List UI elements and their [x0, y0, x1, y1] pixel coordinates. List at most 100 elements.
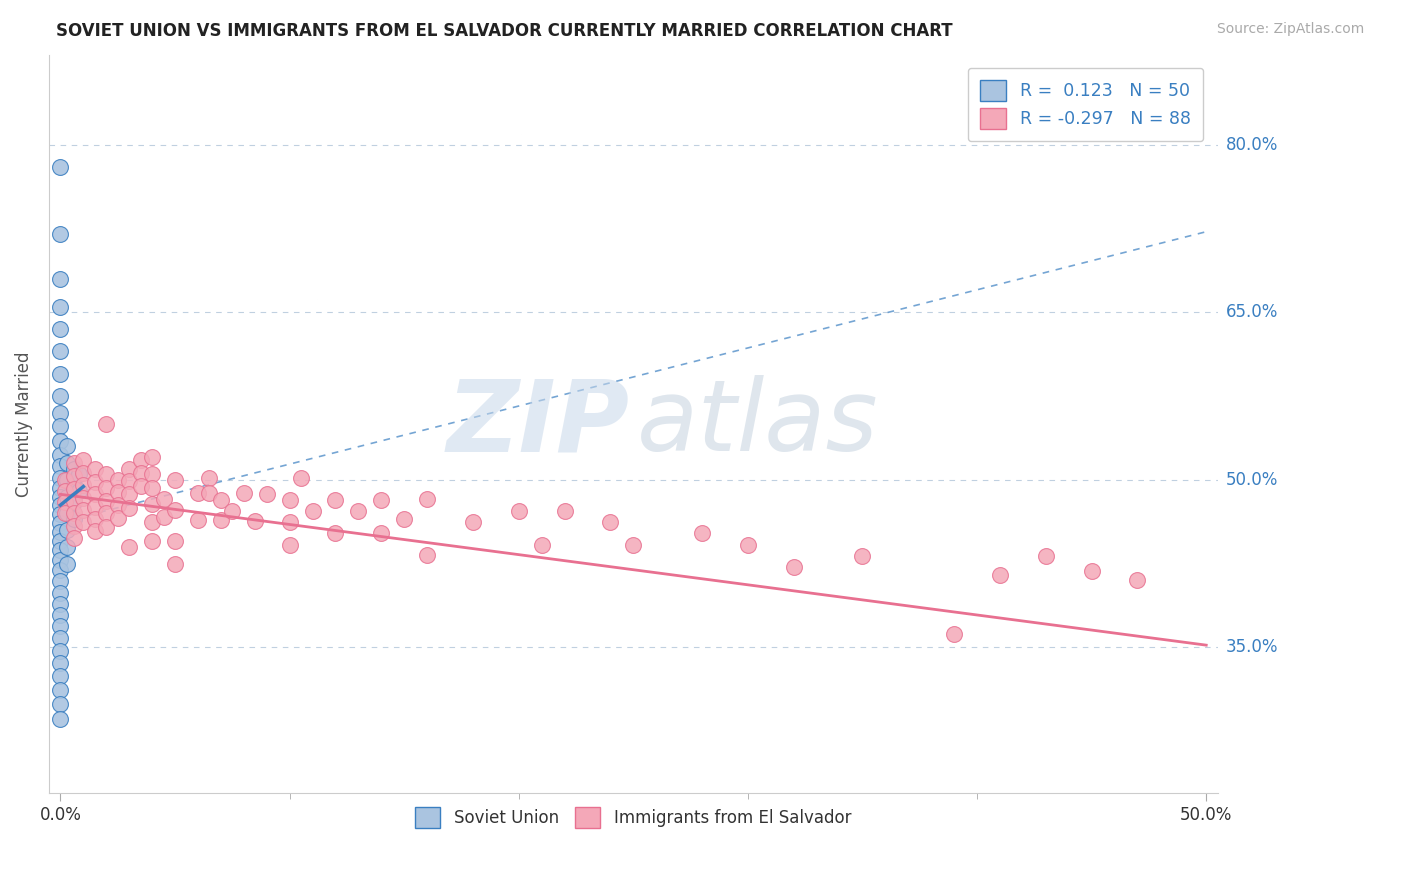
Point: [49, 682, 72, 697]
Point: [63, 469, 86, 483]
Point: [49, 632, 72, 646]
Legend: Soviet Union, Immigrants from El Salvador: Soviet Union, Immigrants from El Salvado…: [406, 799, 859, 836]
Point: [141, 467, 163, 482]
Point: [118, 540, 141, 554]
Point: [56, 490, 79, 504]
Point: [152, 509, 174, 524]
Point: [141, 450, 163, 465]
Point: [72, 515, 94, 529]
Text: SOVIET UNION VS IMMIGRANTS FROM EL SALVADOR CURRENTLY MARRIED CORRELATION CHART: SOVIET UNION VS IMMIGRANTS FROM EL SALVA…: [56, 22, 953, 40]
Point: [72, 452, 94, 467]
Point: [63, 531, 86, 545]
Point: [63, 482, 86, 496]
Point: [63, 456, 86, 470]
Point: [141, 515, 163, 529]
Point: [63, 461, 86, 475]
Point: [96, 467, 118, 482]
Point: [508, 504, 530, 518]
Point: [599, 515, 621, 529]
Point: [1126, 574, 1149, 588]
Point: [198, 486, 221, 500]
Point: [96, 506, 118, 520]
Point: [278, 492, 301, 507]
Point: [72, 466, 94, 480]
Point: [290, 470, 312, 484]
Point: [83, 512, 105, 526]
Point: [49, 534, 72, 549]
Point: [187, 513, 209, 527]
Point: [163, 503, 186, 517]
Point: [129, 466, 152, 480]
Point: [96, 481, 118, 495]
Point: [53, 483, 76, 498]
Point: [278, 515, 301, 529]
Point: [49, 322, 72, 336]
Point: [49, 516, 72, 531]
Point: [67, 483, 90, 498]
Point: [56, 540, 79, 554]
Point: [49, 543, 72, 558]
Point: [83, 524, 105, 538]
Point: [53, 473, 76, 487]
Point: [49, 508, 72, 522]
Point: [49, 448, 72, 462]
Point: [256, 487, 278, 501]
Point: [49, 525, 72, 540]
Point: [198, 470, 221, 484]
Y-axis label: Currently Married: Currently Married: [15, 351, 32, 497]
Point: [163, 534, 186, 549]
Point: [988, 567, 1011, 582]
Point: [392, 512, 415, 526]
Point: [49, 619, 72, 633]
Text: 65.0%: 65.0%: [1226, 303, 1278, 321]
Point: [152, 491, 174, 506]
Point: [118, 500, 141, 515]
Point: [141, 534, 163, 549]
Point: [49, 300, 72, 314]
Point: [49, 459, 72, 474]
Text: ZIP: ZIP: [447, 376, 630, 473]
Point: [416, 491, 439, 506]
Point: [49, 419, 72, 434]
Point: [49, 434, 72, 448]
Point: [347, 504, 370, 518]
Point: [49, 712, 72, 726]
Point: [621, 538, 644, 552]
Point: [209, 513, 232, 527]
Point: [49, 344, 72, 359]
Point: [63, 512, 86, 526]
Text: atlas: atlas: [637, 376, 879, 473]
Point: [49, 499, 72, 513]
Point: [118, 487, 141, 501]
Point: [49, 490, 72, 504]
Point: [783, 560, 806, 574]
Point: [53, 495, 76, 509]
Point: [72, 491, 94, 505]
Text: 50.0%: 50.0%: [1226, 471, 1278, 489]
Point: [370, 492, 392, 507]
Point: [232, 486, 254, 500]
Point: [49, 406, 72, 420]
Point: [416, 548, 439, 562]
Text: 80.0%: 80.0%: [1226, 136, 1278, 153]
Point: [49, 367, 72, 381]
Text: Source: ZipAtlas.com: Source: ZipAtlas.com: [1216, 22, 1364, 37]
Point: [49, 656, 72, 670]
Point: [56, 439, 79, 453]
Point: [107, 473, 129, 487]
Point: [49, 574, 72, 589]
Point: [72, 503, 94, 517]
Point: [163, 557, 186, 571]
Point: [49, 160, 72, 174]
Point: [49, 607, 72, 622]
Point: [129, 479, 152, 493]
Point: [67, 467, 90, 482]
Point: [141, 497, 163, 511]
Point: [49, 644, 72, 658]
Point: [96, 417, 118, 431]
Point: [118, 474, 141, 488]
Point: [1035, 549, 1057, 563]
Point: [96, 519, 118, 533]
Point: [325, 492, 347, 507]
Point: [943, 627, 966, 641]
